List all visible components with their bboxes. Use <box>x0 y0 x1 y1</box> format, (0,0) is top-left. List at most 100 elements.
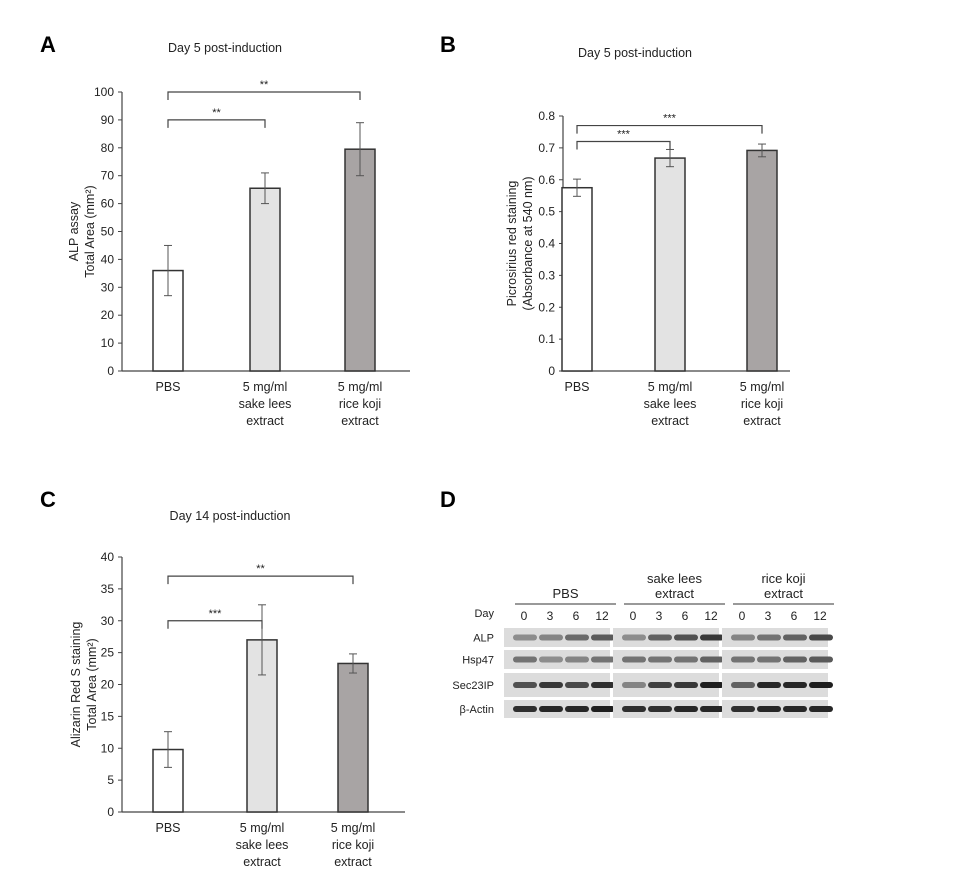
blot-band <box>591 634 615 641</box>
blot-band <box>565 656 589 663</box>
y-tick-label: 60 <box>101 197 115 211</box>
category-label: extract <box>341 414 379 428</box>
y-tick-label: 0.3 <box>538 268 555 282</box>
blot-band <box>622 706 646 712</box>
blot-band <box>783 706 807 712</box>
blot-band <box>809 706 833 712</box>
panel-letter: C <box>40 487 56 512</box>
bar <box>152 269 184 372</box>
blot-band <box>565 634 589 641</box>
y-tick-label: 100 <box>94 85 114 99</box>
category-label: extract <box>334 855 372 869</box>
y-axis-label: Alizarin Red S staining <box>69 622 83 748</box>
day-label: 6 <box>791 609 798 623</box>
y-tick-label: 5 <box>107 773 114 787</box>
panel-letter: A <box>40 32 56 57</box>
blot-band <box>513 682 537 688</box>
y-tick-label: 70 <box>101 169 115 183</box>
y-tick-label: 0.4 <box>538 237 555 251</box>
y-tick-label: 0 <box>107 805 114 819</box>
blot-band <box>648 656 672 663</box>
category-label: 5 mg/ml <box>240 821 284 835</box>
y-tick-label: 15 <box>101 709 115 723</box>
y-axis-label: Total Area (mm²) <box>83 185 97 277</box>
group-label: rice koji <box>761 571 805 586</box>
blot-band <box>700 682 724 688</box>
significance-label: ** <box>256 563 265 575</box>
panel-letter: D <box>440 487 456 512</box>
y-tick-label: 10 <box>101 741 115 755</box>
category-label: sake lees <box>236 838 289 852</box>
blot-band <box>783 656 807 663</box>
y-axis-label: (Absorbance at 540 nm) <box>521 176 535 310</box>
y-tick-label: 0.8 <box>538 109 555 123</box>
panel-letter: B <box>440 32 456 57</box>
chart-panel-c: C Day 14 post-induction 0 5 10 15 20 25 30 35 40 Al… <box>40 487 405 869</box>
category-label: 5 mg/ml <box>338 380 382 394</box>
chart-title: Day 14 post-induction <box>170 509 291 523</box>
day-label: 0 <box>521 609 528 623</box>
significance-bracket <box>576 140 671 150</box>
y-axis-label: ALP assay <box>67 201 81 261</box>
y-tick-label: 20 <box>101 308 115 322</box>
y-tick-label: 0.7 <box>538 141 555 155</box>
group-label: extract <box>764 586 803 601</box>
day-label: 0 <box>739 609 746 623</box>
group-label: sake lees <box>647 571 702 586</box>
significance-bracket <box>167 620 263 629</box>
blot-band <box>591 706 615 712</box>
category-label: extract <box>651 414 689 428</box>
category-label: rice koji <box>741 397 783 411</box>
chart-title: Day 5 post-induction <box>168 41 282 55</box>
y-tick-label: 40 <box>101 252 115 266</box>
bar <box>561 186 593 372</box>
significance-label: ** <box>260 79 269 91</box>
blot-band <box>591 682 615 688</box>
blot-band <box>809 634 833 641</box>
blot-band <box>539 682 563 688</box>
blot-band <box>539 656 563 663</box>
category-label: 5 mg/ml <box>331 821 375 835</box>
day-label: 12 <box>704 609 718 623</box>
blot-band <box>513 634 537 641</box>
bar <box>337 662 369 813</box>
blot-band <box>700 656 724 663</box>
y-tick-label: 50 <box>101 225 115 239</box>
y-tick-label: 80 <box>101 141 115 155</box>
category-label: PBS <box>155 821 180 835</box>
blot-band <box>513 706 537 712</box>
blot-band <box>783 634 807 641</box>
blot-band <box>648 682 672 688</box>
day-label: 3 <box>765 609 772 623</box>
y-tick-label: 30 <box>101 614 115 628</box>
blot-band <box>622 682 646 688</box>
blot-band <box>757 634 781 641</box>
group-label: PBS <box>552 586 578 601</box>
blot-band <box>622 634 646 641</box>
blot-band <box>513 656 537 663</box>
blot-band <box>731 682 755 688</box>
significance-bracket <box>167 575 354 585</box>
y-tick-label: 20 <box>101 678 115 692</box>
bar <box>249 187 281 372</box>
y-axis-label: Total Area (mm²) <box>85 638 99 730</box>
y-tick-label: 0.1 <box>538 332 555 346</box>
category-label: sake lees <box>239 397 292 411</box>
y-tick-label: 0.2 <box>538 300 555 314</box>
y-tick-label: 90 <box>101 113 115 127</box>
blot-band <box>731 634 755 641</box>
y-axis-label: Picrosirius red staining <box>505 181 519 307</box>
day-label: 3 <box>547 609 554 623</box>
significance-label: *** <box>617 129 631 141</box>
category-label: 5 mg/ml <box>740 380 784 394</box>
day-label: 12 <box>595 609 609 623</box>
blot-band <box>731 656 755 663</box>
blot-band <box>809 656 833 663</box>
category-label: 5 mg/ml <box>648 380 692 394</box>
blot-band <box>674 682 698 688</box>
y-tick-label: 0 <box>107 364 114 378</box>
blot-band <box>700 706 724 712</box>
blot-band <box>591 656 615 663</box>
blot-band <box>700 634 724 641</box>
